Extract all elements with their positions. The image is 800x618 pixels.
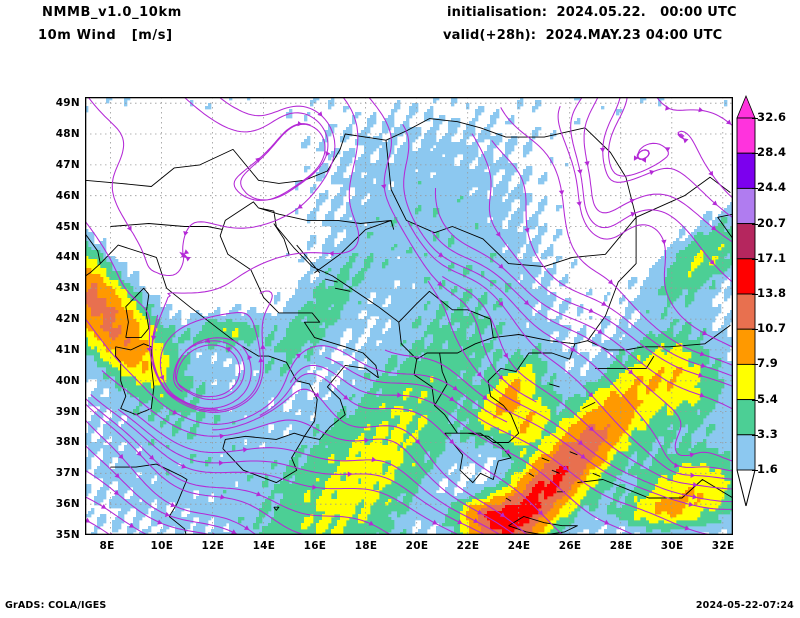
y-tick-42N: 42N — [55, 313, 80, 326]
colorbar-tick-mark — [752, 223, 758, 225]
colorbar-tick-24.4: 24.4 — [757, 180, 787, 195]
colorbar — [736, 94, 756, 535]
colorbar-tick-mark — [752, 153, 758, 155]
y-tick-37N: 37N — [55, 467, 80, 480]
colorbar-tick-32.6: 32.6 — [757, 110, 787, 124]
x-tick-14E: 14E — [252, 540, 276, 552]
wind-map-plot — [85, 97, 733, 535]
valid-time: valid(+28h): 2024.MAY.23 04:00 UTC — [443, 28, 723, 43]
colorbar-tick-5.4: 5.4 — [757, 391, 778, 406]
x-tick-32E: 32E — [711, 540, 735, 552]
model-title: NMMB_v1.0_10km — [42, 5, 182, 20]
y-tick-38N: 38N — [55, 436, 80, 449]
colorbar-tick-mark — [752, 434, 758, 436]
y-tick-47N: 47N — [55, 158, 80, 171]
x-tick-22E: 22E — [456, 540, 480, 552]
colorbar-tick-mark — [752, 470, 758, 471]
colorbar-tick-3.3: 3.3 — [757, 426, 778, 441]
y-tick-46N: 46N — [55, 189, 80, 202]
y-tick-45N: 45N — [55, 220, 80, 233]
y-tick-43N: 43N — [55, 282, 80, 295]
x-tick-12E: 12E — [201, 540, 225, 552]
coastlines — [85, 118, 733, 535]
y-tick-35N: 35N — [55, 529, 80, 541]
colorbar-tick-17.1: 17.1 — [757, 250, 787, 265]
x-tick-18E: 18E — [354, 540, 378, 552]
wind-streamlines — [85, 97, 733, 535]
colorbar-tick-7.9: 7.9 — [757, 356, 778, 371]
x-tick-26E: 26E — [558, 540, 582, 552]
colorbar-tick-10.7: 10.7 — [757, 321, 787, 336]
colorbar-tick-mark — [752, 258, 758, 260]
colorbar-tick-mark — [752, 399, 758, 401]
wind-speed-shading — [85, 97, 733, 535]
colorbar-tick-mark — [752, 188, 758, 190]
x-tick-10E: 10E — [150, 540, 174, 552]
x-tick-24E: 24E — [507, 540, 531, 552]
colorbar-tick-mark — [752, 294, 758, 295]
y-tick-49N: 49N — [55, 97, 80, 110]
credit-label: GrADS: COLA/IGES — [5, 600, 107, 611]
x-tick-8E: 8E — [99, 540, 115, 552]
colorbar-tick-mark — [752, 329, 758, 331]
colorbar-tick-1.6: 1.6 — [757, 462, 778, 476]
colorbar-tick-13.8: 13.8 — [757, 286, 787, 300]
field-title: 10m Wind [m/s] — [38, 28, 173, 43]
colorbar-tick-mark — [752, 364, 758, 366]
colorbar-tick-28.4: 28.4 — [757, 145, 787, 160]
y-tick-44N: 44N — [55, 251, 80, 264]
colorbar-tick-20.7: 20.7 — [757, 215, 787, 230]
x-tick-16E: 16E — [303, 540, 327, 552]
x-tick-20E: 20E — [405, 540, 429, 552]
y-tick-48N: 48N — [55, 128, 80, 140]
y-tick-39N: 39N — [55, 405, 80, 418]
y-tick-36N: 36N — [55, 498, 80, 511]
generation-timestamp: 2024-05-22-07:24 — [695, 600, 794, 611]
y-tick-41N: 41N — [55, 343, 80, 356]
colorbar-tick-mark — [752, 118, 758, 119]
initialisation-time: initialisation: 2024.05.22. 00:00 UTC — [447, 5, 737, 20]
x-tick-28E: 28E — [609, 540, 633, 552]
y-tick-40N: 40N — [55, 374, 80, 387]
x-tick-30E: 30E — [660, 540, 684, 552]
